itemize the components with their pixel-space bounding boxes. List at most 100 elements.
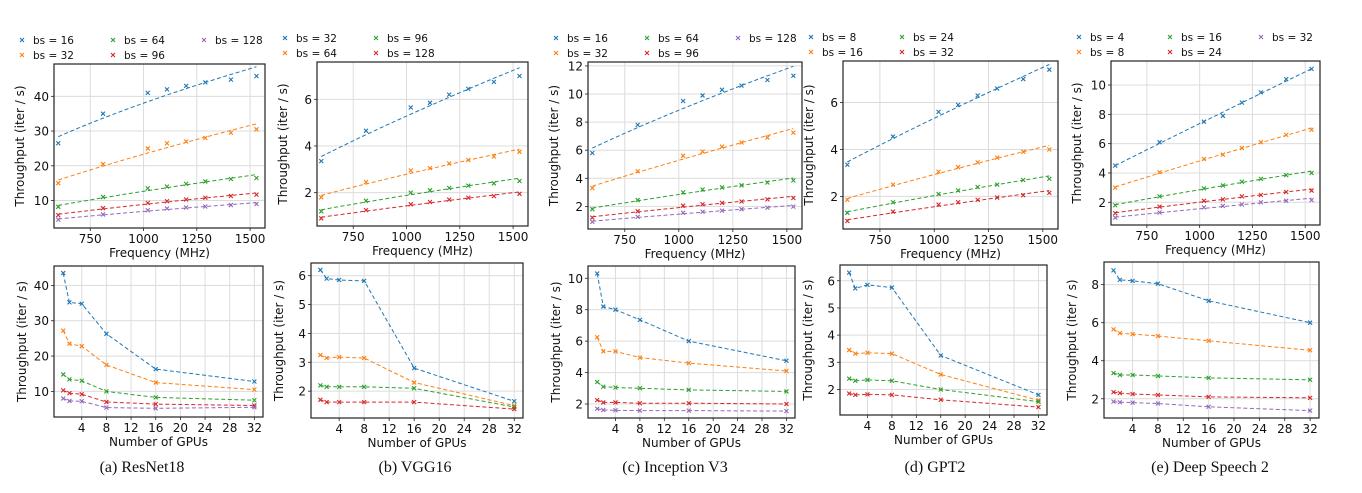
data-point: [164, 206, 170, 211]
legend-label: bs = 64: [124, 35, 165, 47]
x-tick-label: 16: [933, 419, 948, 433]
legend-label: bs = 16: [33, 35, 74, 47]
data-point: [100, 205, 106, 211]
data-point: [790, 73, 796, 79]
plot-frame: [842, 60, 1059, 230]
y-tick-label: 2: [575, 398, 583, 412]
data-point: [228, 77, 234, 83]
x-tick-label: 4: [864, 419, 872, 433]
x-tick-label: 4: [1129, 422, 1137, 436]
legend-item: bs = 96: [644, 48, 699, 60]
x-axis-label: Frequency (MHz): [372, 244, 473, 258]
y-tick-label: 20: [34, 350, 49, 364]
series-line: [321, 191, 520, 218]
legend-marker: [282, 50, 288, 56]
data-point: [637, 385, 643, 391]
data-point: [765, 77, 770, 83]
data-point: [446, 92, 452, 98]
data-point: [1157, 204, 1162, 210]
x-tick-label: 1500: [498, 230, 529, 244]
data-point: [251, 397, 257, 403]
data-point: [1130, 400, 1135, 405]
data-point: [67, 390, 72, 396]
data-point: [719, 144, 725, 150]
data-point: [1130, 331, 1135, 337]
y-tick-label: 6: [830, 96, 838, 110]
legend-label: bs = 24: [913, 32, 954, 44]
data-point: [719, 200, 725, 206]
data-point: [79, 343, 85, 349]
legend-item: bs = 32: [282, 33, 337, 45]
data-point: [202, 204, 208, 209]
legend-label: bs = 32: [1272, 32, 1313, 44]
data-point: [1112, 202, 1118, 208]
data-point: [1111, 389, 1116, 395]
legend-item: bs = 32: [899, 47, 954, 59]
data-point: [1307, 395, 1313, 401]
data-point: [55, 140, 61, 146]
series-line: [592, 65, 794, 149]
data-point: [363, 207, 369, 213]
subplot-top-0: 750 1000 1250 1500 10 20 30 40 Frequency (MHz) Th…: [13, 35, 266, 260]
data-point: [1155, 281, 1161, 287]
x-tick-label: 8: [1154, 422, 1162, 436]
data-point: [153, 395, 159, 400]
data-point: [852, 378, 858, 384]
data-point: [408, 201, 414, 207]
data-point: [852, 351, 858, 356]
data-point: [145, 186, 151, 191]
data-point: [67, 299, 72, 305]
data-point: [1206, 375, 1212, 381]
data-point: [613, 307, 618, 313]
y-tick-label: 2: [575, 200, 583, 214]
series-line: [58, 66, 257, 138]
data-point: [889, 392, 895, 398]
series-line: [849, 378, 1039, 403]
data-point: [491, 79, 497, 85]
data-point: [1307, 320, 1313, 326]
data-point: [55, 212, 61, 218]
data-point: [363, 198, 369, 204]
legend-marker: [373, 50, 379, 56]
legend-item: bs = 96: [373, 33, 428, 45]
data-point: [153, 405, 159, 411]
y-tick-label: 3: [298, 356, 306, 370]
data-point: [784, 408, 789, 414]
data-point: [955, 164, 961, 170]
data-point: [600, 384, 606, 390]
y-tick-label: 6: [827, 274, 835, 288]
data-point: [60, 270, 66, 276]
data-point: [318, 208, 324, 214]
data-point: [765, 135, 770, 140]
data-point: [1112, 163, 1118, 169]
subfigure-caption: (c) Inception V3: [622, 459, 727, 476]
legend-label: bs = 128: [749, 33, 797, 45]
data-point: [408, 190, 414, 196]
subplot-top-1: 750 1000 1250 1500 2 4 6 Frequency (MHz) Through…: [276, 33, 529, 258]
data-point: [318, 158, 324, 164]
x-tick-label: 1000: [664, 233, 695, 247]
x-tick-label: 28: [482, 422, 497, 436]
data-point: [613, 407, 618, 413]
data-point: [1239, 179, 1245, 185]
data-point: [600, 304, 606, 309]
data-point: [1117, 330, 1123, 336]
x-tick-label: 20: [432, 422, 447, 436]
data-point: [594, 271, 600, 276]
data-point: [363, 128, 369, 134]
data-point: [700, 209, 705, 215]
legend-label: bs = 96: [658, 48, 699, 60]
series-line: [596, 337, 787, 372]
y-tick-label: 2: [304, 186, 312, 200]
y-tick-label: 30: [34, 125, 49, 139]
legend-item: bs = 128: [373, 48, 435, 60]
x-axis-label: Frequency (MHz): [1165, 243, 1266, 257]
legend-label: bs = 128: [387, 48, 435, 60]
data-point: [228, 176, 234, 182]
data-point: [55, 204, 61, 210]
data-point: [1112, 185, 1118, 191]
legend-marker: [282, 35, 288, 41]
data-point: [202, 195, 208, 201]
data-point: [790, 130, 796, 136]
